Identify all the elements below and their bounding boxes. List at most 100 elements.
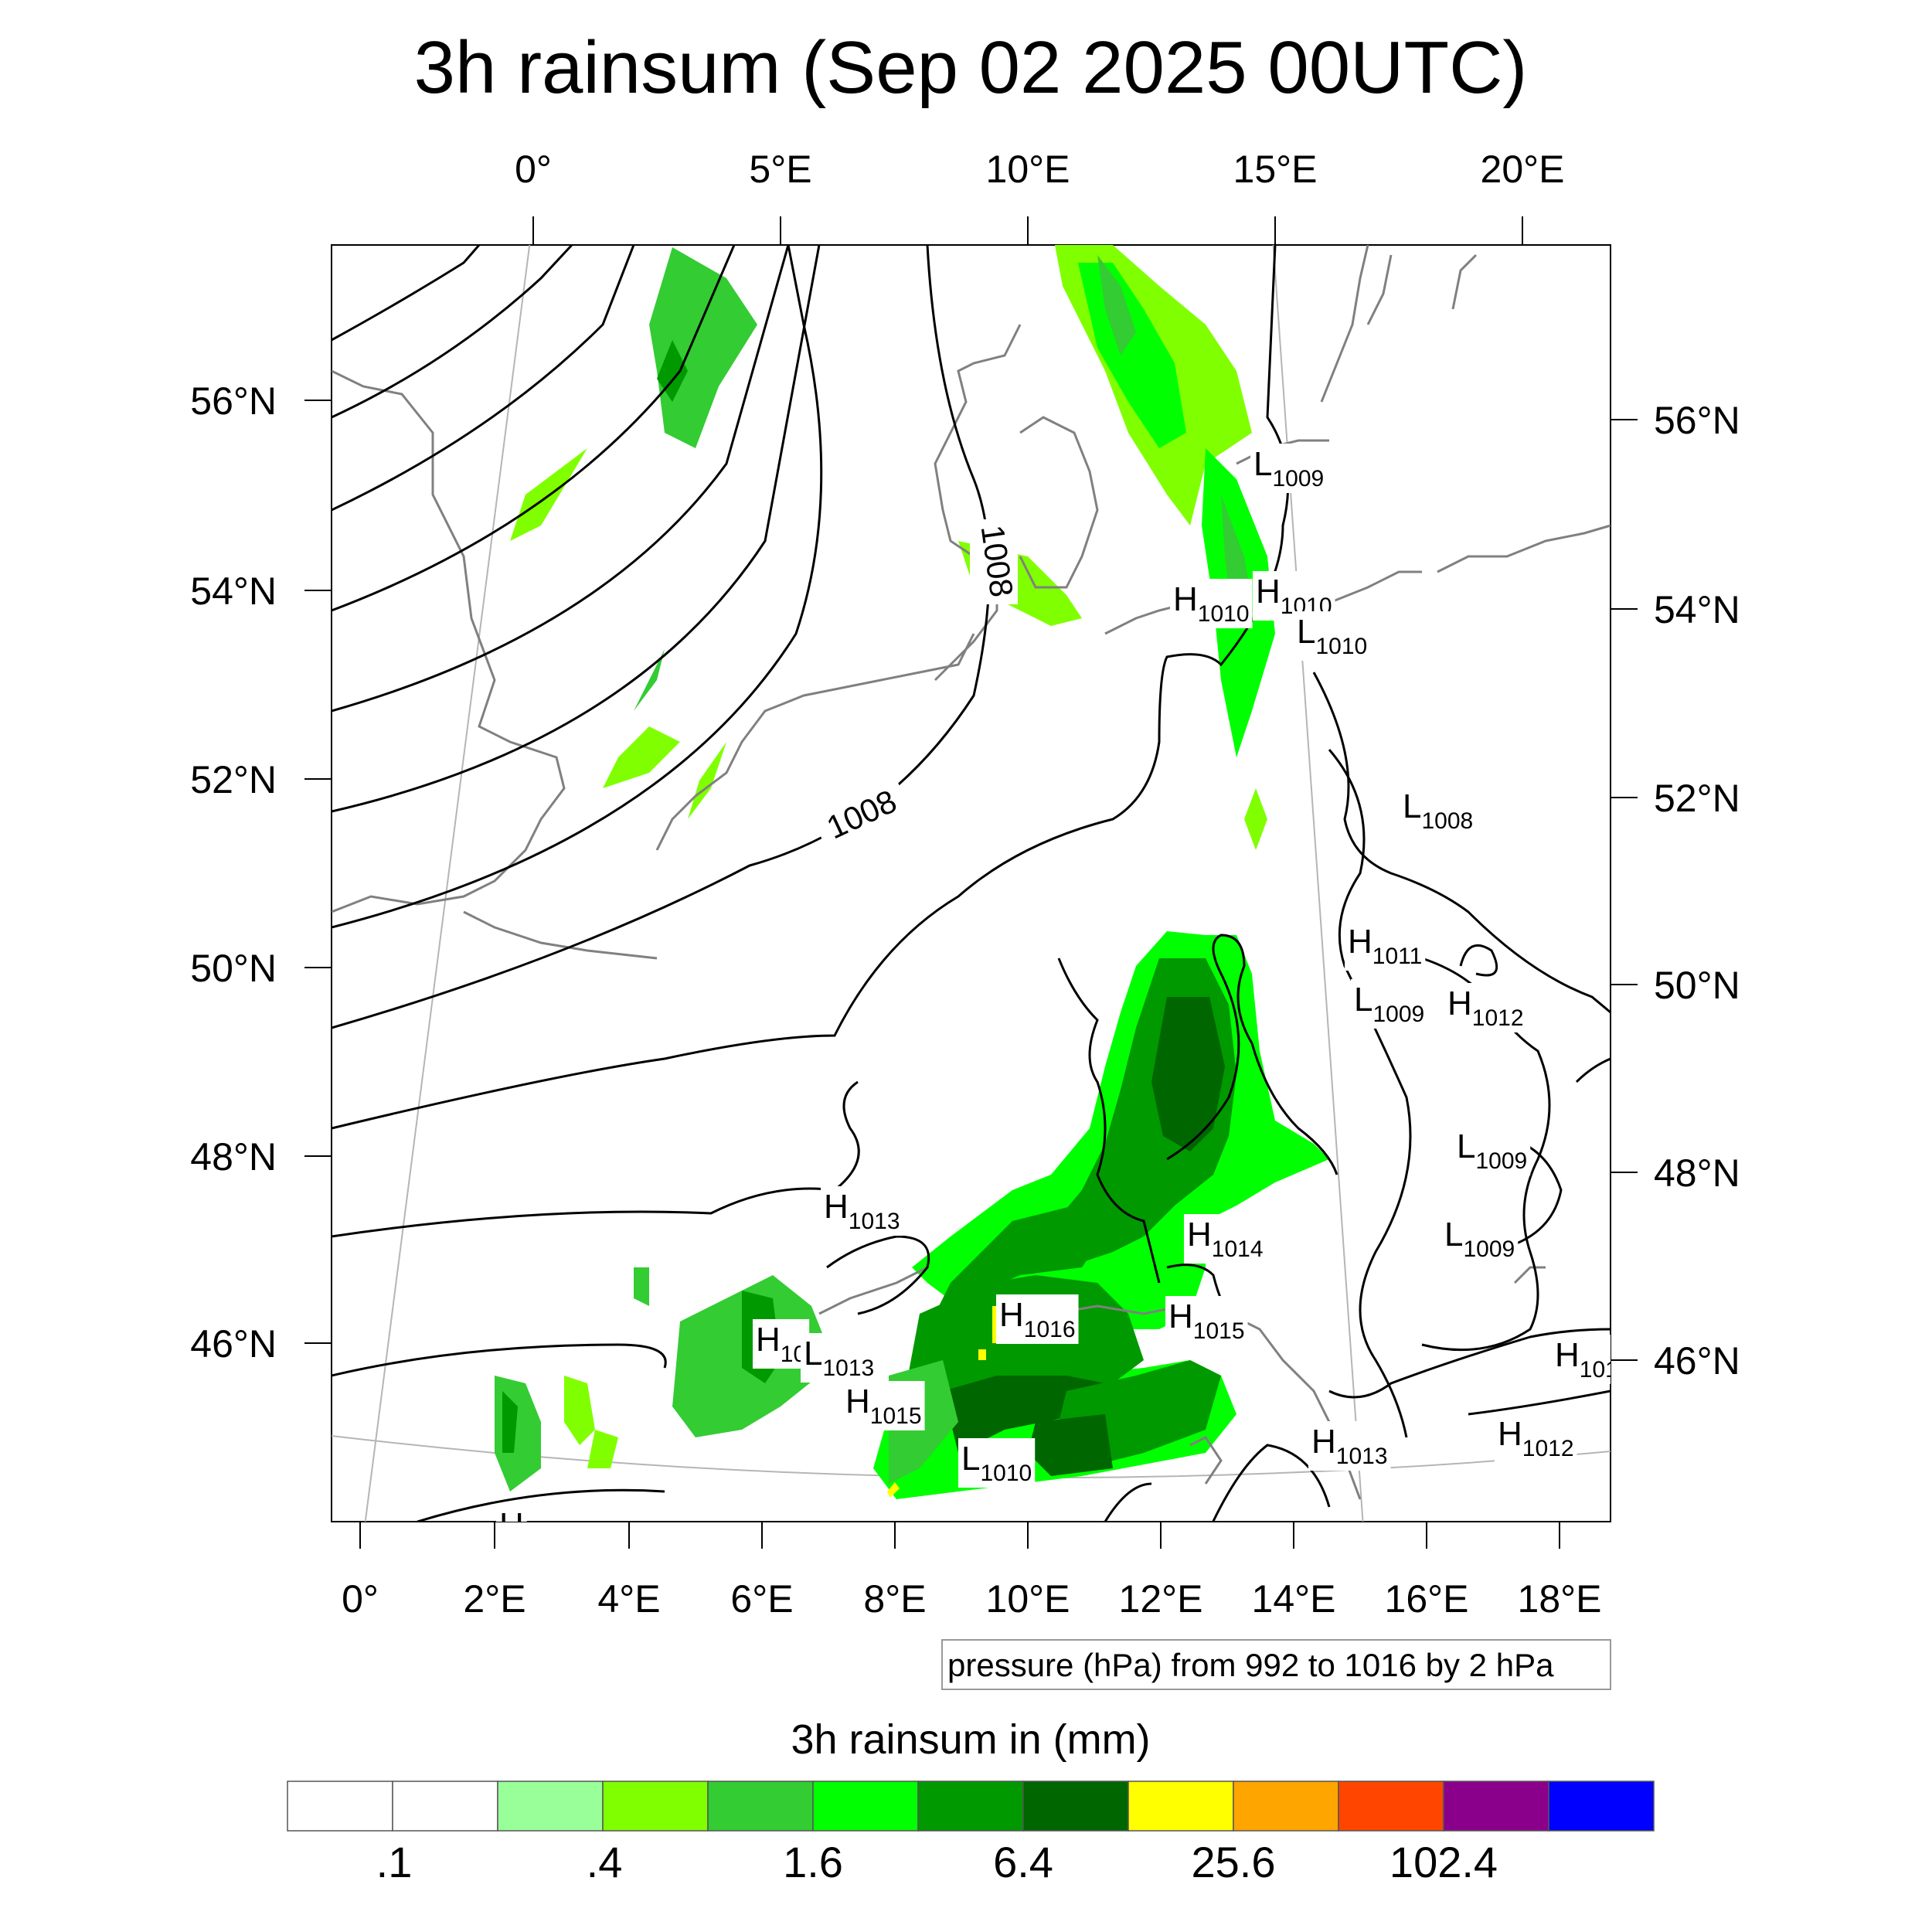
- colorbar-label: 6.4: [993, 1838, 1053, 1886]
- colorbar-swatch: [1548, 1781, 1655, 1832]
- coastline: [1366, 254, 1393, 325]
- pressure-label-box: [1165, 1296, 1248, 1345]
- colorbar-swatch: [917, 1781, 1024, 1832]
- isobar-line: [332, 245, 481, 342]
- colorbar-label: .1: [376, 1838, 413, 1886]
- pressure-label-box: [1170, 579, 1253, 628]
- right-lat-label: 48°N: [1654, 1151, 1740, 1195]
- rain-area: [688, 742, 726, 819]
- rain-area: [1097, 255, 1136, 355]
- right-lat-label: 50°N: [1654, 964, 1740, 1007]
- colorbar-swatch: [1338, 1781, 1444, 1832]
- colorbar-swatches: [287, 1781, 1655, 1832]
- pressure-label-box: [1308, 1421, 1391, 1471]
- isobar-line: [1575, 1057, 1611, 1083]
- contour-label-group: 1008 1008: [808, 519, 1020, 859]
- pressure-label-box: [1250, 444, 1328, 493]
- colorbar-swatch: [392, 1781, 498, 1832]
- pressure-note-text: pressure (hPa) from 992 to 1016 by 2 hPa: [947, 1647, 1554, 1683]
- left-lat-label: 54°N: [190, 570, 277, 613]
- bottom-lon-label: 18°E: [1518, 1577, 1602, 1621]
- colorbar-swatch: [287, 1781, 393, 1832]
- rain-area: [587, 1430, 618, 1468]
- rain-area: [634, 649, 665, 711]
- axes-ticks: [304, 216, 1638, 1549]
- rain-area: [935, 1206, 1097, 1314]
- isobar-line: [1374, 954, 1551, 1352]
- right-lat-label: 54°N: [1654, 588, 1740, 631]
- isobar-line: [826, 1235, 930, 1315]
- top-lon-label: 5°E: [749, 148, 811, 191]
- rain-area: [634, 1267, 649, 1306]
- bottom-lon-label: 8°E: [863, 1577, 926, 1621]
- rain-area: [1244, 788, 1267, 850]
- pressure-note-box: [941, 1639, 1611, 1690]
- pressure-label-box: [753, 1319, 810, 1369]
- pressure-label-box: [842, 1381, 925, 1430]
- rain-area: [603, 726, 680, 788]
- coastline: [818, 1266, 928, 1315]
- pressure-label-box: [1444, 983, 1527, 1032]
- left-lat-label: 48°N: [190, 1135, 277, 1179]
- rain-area: [1028, 1414, 1113, 1476]
- isobar-line: [1328, 749, 1412, 1438]
- rain-area: [1151, 997, 1225, 1151]
- pressure-note: pressure (hPa) from 992 to 1016 by 2 hPa: [941, 1639, 1611, 1690]
- pressure-label-box: [1441, 1214, 1519, 1264]
- contour-label-box: [970, 519, 1018, 604]
- isobar-line: [1104, 1482, 1152, 1522]
- rain-area: [657, 340, 688, 402]
- isobar-line: [332, 245, 573, 419]
- pressure-label-box: [958, 1438, 1036, 1488]
- pressure-label-box: [496, 1505, 527, 1522]
- right-lat-label: 56°N: [1654, 399, 1740, 442]
- colorbar-swatch: [602, 1781, 709, 1832]
- coastline: [1019, 416, 1099, 589]
- coastline: [655, 633, 975, 851]
- left-lat-label: 52°N: [190, 758, 277, 801]
- rain-areas: [495, 245, 1329, 1499]
- isobar-line: [332, 245, 736, 612]
- coastline: [1513, 1266, 1546, 1284]
- plot-area: 1008 1008 L1009H1010H1010L1010L1008H1011…: [331, 244, 1611, 1544]
- bottom-lon-label: 0°: [342, 1577, 379, 1621]
- bottom-lon-label: 10°E: [986, 1577, 1070, 1621]
- colorbar-swatch: [812, 1781, 919, 1832]
- colorbar: 3h rainsum in (mm) .1 .4 1.6 6.4 25.6 10…: [287, 1716, 1655, 1886]
- bottom-lon-label: 16°E: [1385, 1577, 1469, 1621]
- pressure-label-box: [801, 1333, 878, 1383]
- coastlines: [332, 245, 1611, 1500]
- isobar-line: [332, 245, 821, 813]
- left-lat-label: 50°N: [190, 947, 277, 990]
- rain-area: [502, 1391, 518, 1453]
- rain-area: [978, 1349, 986, 1360]
- pressure-label-box: [821, 1186, 903, 1236]
- isobar-line: [332, 245, 635, 512]
- pressure-label-box: [1495, 1413, 1577, 1463]
- colorbar-swatch: [1443, 1781, 1549, 1832]
- isobar-line: [1057, 957, 1161, 1284]
- high-pressure-label: H1015: [845, 1383, 922, 1429]
- colorbar-swatch: [1128, 1781, 1234, 1832]
- rain-area: [943, 1376, 1105, 1453]
- top-lon-label: 10°E: [986, 148, 1070, 191]
- coastline: [332, 369, 566, 913]
- isobar-line: [332, 1343, 667, 1377]
- pressure-label-box: [1184, 1214, 1267, 1264]
- colorbar-swatch: [497, 1781, 604, 1832]
- pressure-label-box: [1454, 1126, 1531, 1175]
- bottom-lon-label: 6°E: [730, 1577, 793, 1621]
- contour-label-box: [808, 770, 915, 859]
- left-lat-label: 56°N: [190, 379, 277, 423]
- pressure-label-box: [1294, 611, 1371, 661]
- high-pressure-label: H: [499, 1506, 524, 1544]
- isobar-line: [1459, 944, 1498, 977]
- right-lat-label: 52°N: [1654, 777, 1740, 820]
- colorbar-label: 1.6: [783, 1838, 843, 1886]
- rain-area: [887, 1482, 900, 1498]
- isobar-line: [332, 245, 823, 929]
- meridian-line: [364, 245, 531, 1522]
- isobar-line: [332, 245, 790, 713]
- top-lon-label: 0°: [515, 148, 552, 191]
